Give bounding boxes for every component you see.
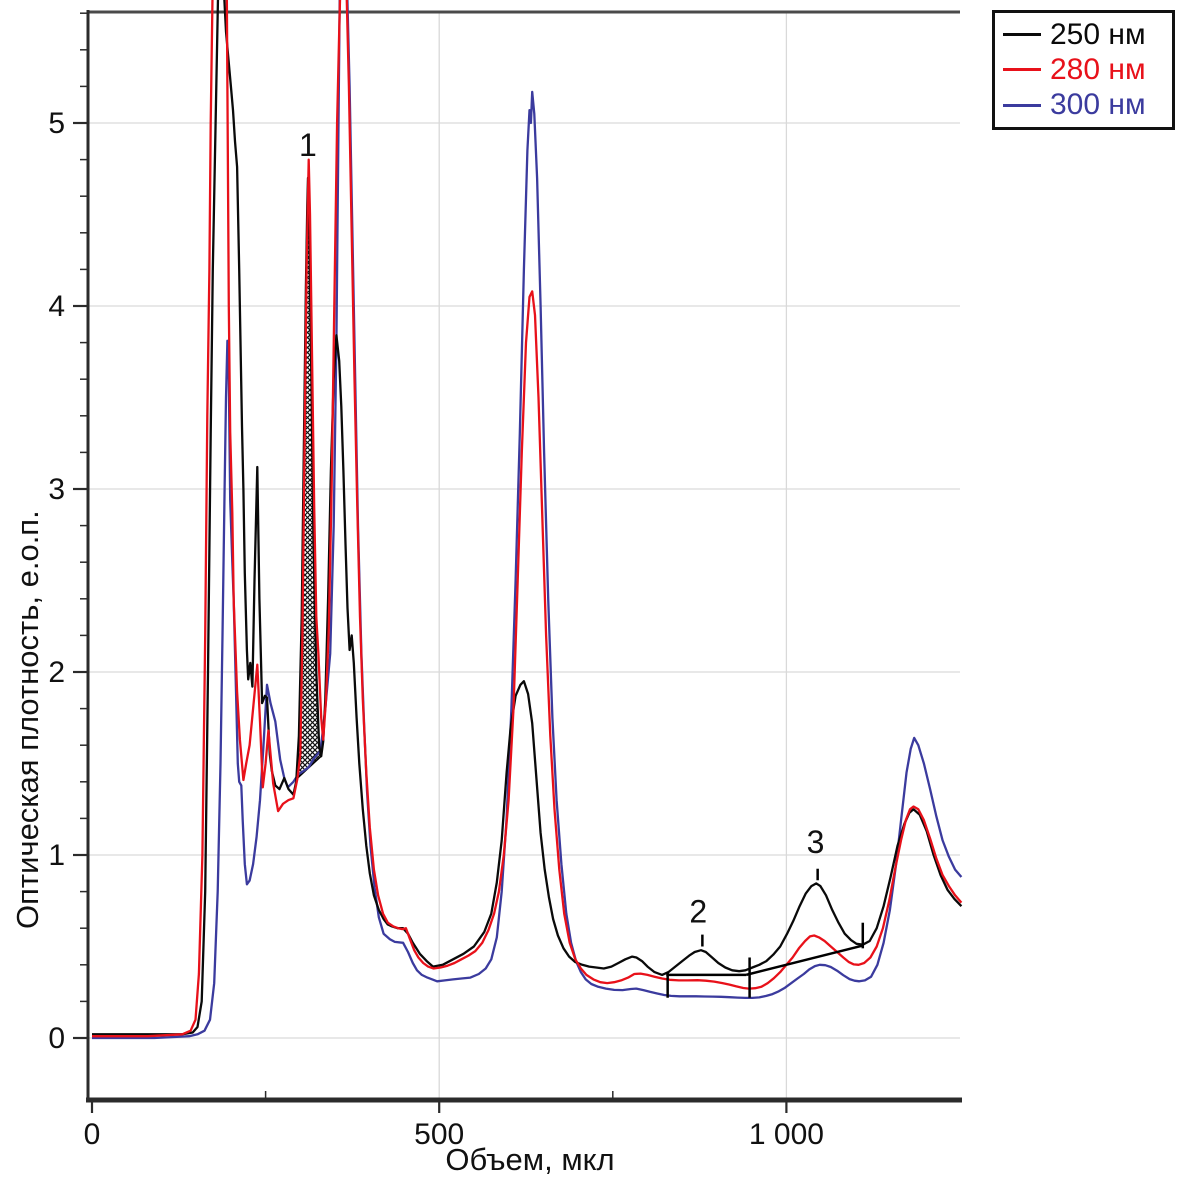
y-axis-ticks: 0 1 2 3 4 5: [48, 12, 88, 1055]
y-tick-label: 0: [48, 1022, 65, 1055]
x-tick-label: 1 000: [749, 1118, 824, 1151]
legend: 250 нм 280 нм 300 нм: [992, 10, 1175, 130]
legend-line-swatch-250nm: [1003, 33, 1041, 37]
peak-label-2: 2: [689, 894, 707, 930]
legend-item-280nm: 280 нм: [1003, 52, 1168, 86]
y-axis-title: Оптическая плотность, е.о.п.: [10, 510, 45, 930]
legend-item-300nm: 300 нм: [1003, 90, 1168, 120]
legend-label-300nm: 300 нм: [1050, 88, 1146, 122]
y-tick-label: 2: [48, 656, 65, 689]
series-line-300нм: [92, 0, 963, 1040]
gridlines: [88, 12, 960, 1100]
y-tick-label: 1: [48, 839, 65, 872]
legend-line-swatch-280nm: [1003, 68, 1041, 72]
peak-label-3: 3: [807, 824, 825, 860]
legend-line-swatch-300nm: [1003, 103, 1041, 107]
peak-label-1: 1: [299, 127, 317, 163]
legend-item-250nm: 250 нм: [1003, 17, 1168, 51]
series-line-250нм: [92, 0, 963, 1036]
y-tick-label: 3: [48, 473, 65, 506]
integration-marks: [666, 868, 865, 998]
x-axis-ticks: 0 500 1 000: [84, 1091, 824, 1151]
series-line-280нм: [92, 0, 963, 1038]
x-tick-label: 0: [84, 1118, 101, 1151]
x-tick-label: 500: [414, 1118, 464, 1151]
legend-label-280nm: 280 нм: [1050, 52, 1146, 86]
y-tick-label: 4: [48, 290, 65, 323]
integration-mark: [745, 944, 864, 977]
legend-label-250nm: 250 нм: [1050, 17, 1146, 51]
y-tick-label: 5: [48, 107, 65, 140]
x-axis-title: Объем, мкл: [445, 1142, 615, 1177]
